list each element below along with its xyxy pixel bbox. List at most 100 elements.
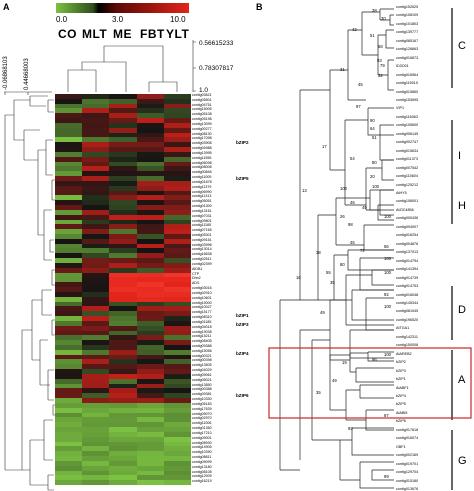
heatmap-cell [136, 431, 165, 438]
heatmap-cell [82, 291, 110, 298]
heatmap-cell [82, 431, 110, 438]
gene-label: contig13014 [192, 247, 212, 252]
gene-label: contig04018 [192, 324, 212, 329]
tree-tip-label: contig019701 [396, 461, 419, 466]
bootstrap-value: 20 [370, 174, 375, 179]
gene-label: contig09061 [192, 372, 212, 377]
heatmap-cell [136, 258, 165, 264]
gene-label: contig15177 [192, 310, 212, 315]
heatmap-cell [163, 330, 192, 336]
heatmap-cell [163, 301, 192, 307]
heatmap-cell [55, 166, 83, 172]
heatmap-cell [136, 316, 165, 322]
gene-label: contig08405 [192, 339, 212, 344]
top-distance-1: 0.56615233 [199, 40, 234, 47]
tree-tip-label: contig115010 [396, 81, 418, 86]
heatmap-cell [82, 166, 110, 172]
bootstrap-value: 26 [340, 214, 345, 219]
heatmap-cell [109, 113, 137, 119]
heatmap-cell [136, 480, 165, 486]
bootstrap-value: 100 [384, 304, 391, 309]
gene-label: contig12009 [192, 474, 212, 479]
heatmap-cell [163, 258, 192, 264]
heatmap-cell [82, 94, 110, 100]
heatmap-cell [109, 108, 137, 114]
heatmap-cell [109, 185, 137, 191]
heatmap-cell [55, 108, 83, 114]
heatmap-cell [55, 262, 83, 269]
heatmap-cell [163, 480, 192, 486]
heatmap-cell [163, 335, 192, 341]
bzip-label-4: bZIP4 [236, 351, 249, 356]
heatmap-cell [109, 103, 137, 109]
heatmap-cell [136, 306, 165, 312]
gene-label: contig15056 [192, 348, 212, 353]
tree-tip-label: contig002747 [396, 140, 419, 145]
heatmap-cell [82, 465, 110, 471]
gene-label: contig05198 [192, 117, 212, 122]
heatmap-cell [82, 417, 110, 423]
tree-tip-label: GBF1 [396, 444, 406, 449]
heatmap-cell [82, 451, 110, 457]
gene-label: contig01350 [192, 426, 212, 431]
gene-label: contig09801 [192, 218, 212, 223]
heatmap-cell [109, 369, 137, 375]
heatmap-cell [55, 427, 83, 433]
heatmap-cell [82, 224, 110, 230]
heatmap-cell [136, 330, 165, 336]
heatmap-cell [136, 422, 165, 428]
heatmap-cell [163, 209, 192, 215]
heatmap-cell [109, 291, 137, 298]
heatmap-cell [163, 407, 192, 413]
heatmap-cell [136, 214, 165, 220]
tree-tip-label: ID3O01 [396, 64, 409, 69]
heatmap-cell [55, 388, 83, 394]
bootstrap-value: 55 [326, 270, 331, 275]
heatmap-cell [163, 161, 192, 167]
tree-tip-label: contig014753 [396, 284, 419, 289]
tree-tip-label: contig004876 [396, 241, 419, 246]
heatmap-cell [55, 398, 83, 404]
heatmap-cell [82, 253, 110, 259]
gene-label: contig15005 [192, 107, 212, 112]
heatmap-cell [55, 176, 83, 182]
tree-tip-label: bZIP1 [396, 377, 406, 382]
heatmap-cell [136, 205, 165, 211]
heatmap-cell [82, 258, 110, 264]
tree-tip-label: contig196520 [396, 317, 419, 322]
tree-tip-label: contig013676 [396, 487, 419, 491]
gene-label: contig08811 [192, 455, 212, 460]
bootstrap-value: 42 [352, 27, 357, 32]
gene-label: contig07031 [192, 213, 212, 218]
heatmap-cell [82, 137, 110, 143]
heatmap-cell [109, 137, 137, 143]
bootstrap-value: 30 [381, 16, 386, 21]
tree-tip-label: bZIP4 [396, 393, 406, 398]
gene-label: contig15211 [192, 334, 212, 339]
tree-tip-label: contig081045 [396, 309, 419, 314]
heatmap-cell [82, 456, 110, 462]
gene-label: contig09001 [192, 435, 212, 440]
heatmap-cell [82, 369, 110, 375]
gene-label: contig08108 [192, 469, 212, 474]
heatmap-cell [136, 398, 165, 404]
heatmap-cell [109, 248, 137, 254]
heatmap-cell [82, 393, 110, 399]
heatmap-cell [55, 118, 83, 124]
tree-tip-label: contig006145 [396, 131, 419, 136]
heatmap-cell [55, 349, 83, 355]
heatmap-cell [55, 190, 83, 196]
heatmap-cell [136, 229, 165, 235]
clade-label-c: C [458, 40, 466, 52]
gene-label: contig09388 [192, 344, 212, 348]
panel-b-letter: B [256, 2, 263, 12]
heatmap-cell [136, 151, 165, 158]
heatmap-cell [136, 465, 165, 471]
heatmap-cell [136, 118, 165, 124]
heatmap-cell [109, 209, 137, 215]
heatmap-cell [109, 311, 137, 317]
bootstrap-value: 46 [350, 200, 355, 205]
column-label-fbt: FBT [140, 27, 165, 41]
bootstrap-value: 31 [340, 67, 345, 72]
tree-tip-label: AtZIC4856 [396, 207, 414, 212]
